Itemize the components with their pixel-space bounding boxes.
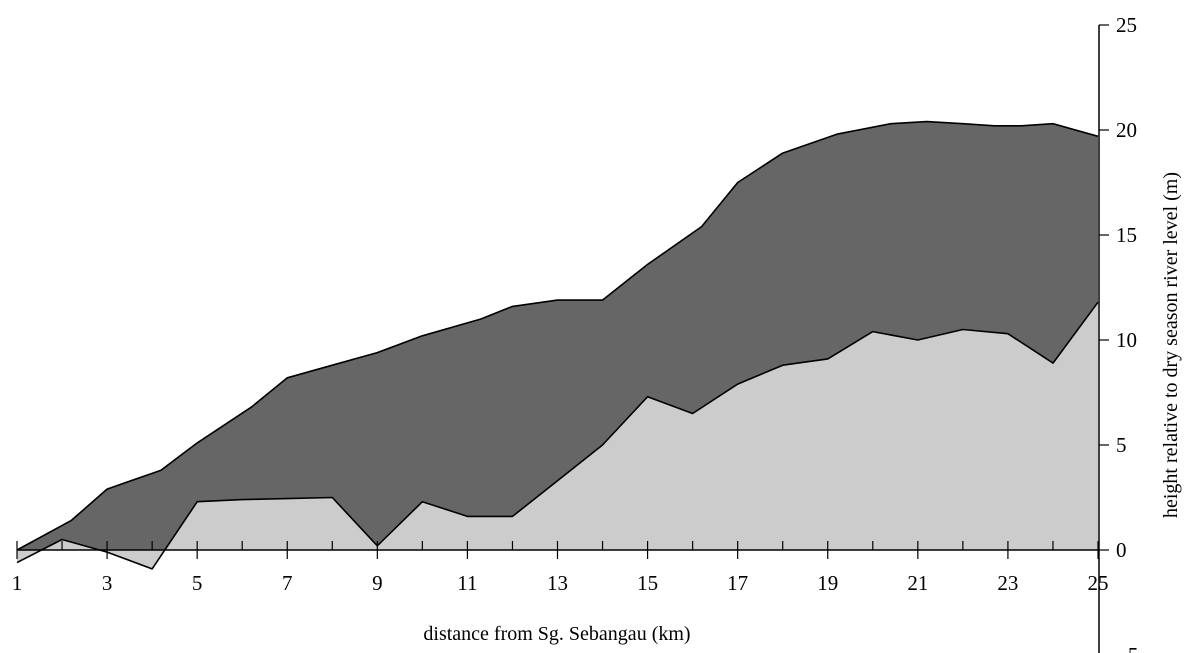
series-2-line xyxy=(16,301,1099,570)
series-1-line xyxy=(16,120,1099,551)
y-axis: 25 20 15 10 5 0 −5 xyxy=(1098,13,1138,653)
x-tick-label: 7 xyxy=(282,571,293,595)
x-tick-label: 25 xyxy=(1088,571,1109,595)
y-tick-label: 10 xyxy=(1116,328,1137,352)
y-tick-label: 20 xyxy=(1116,118,1137,142)
y-tick-label: 15 xyxy=(1116,223,1137,247)
y-tick-label: −5 xyxy=(1116,643,1138,653)
x-tick-label: 17 xyxy=(727,571,748,595)
x-axis: 1 3 5 7 9 11 13 15 17 19 21 23 25 xyxy=(12,541,1109,595)
y-tick-label: 5 xyxy=(1116,433,1127,457)
x-tick-label: 1 xyxy=(12,571,23,595)
y-tick-label: 25 xyxy=(1116,13,1137,37)
x-tick-label: 3 xyxy=(102,571,113,595)
series-areas xyxy=(16,120,1099,570)
y-axis-label: height relative to dry season river leve… xyxy=(1160,172,1182,518)
x-tick-label: 5 xyxy=(192,571,203,595)
x-tick-label: 9 xyxy=(372,571,383,595)
x-tick-label: 21 xyxy=(907,571,928,595)
x-tick-label: 15 xyxy=(637,571,658,595)
x-tick-label: 11 xyxy=(457,571,477,595)
x-tick-label: 13 xyxy=(547,571,568,595)
x-tick-label: 19 xyxy=(817,571,838,595)
series-2-area xyxy=(17,302,1098,569)
x-tick-label: 23 xyxy=(997,571,1018,595)
y-tick-label: 0 xyxy=(1116,538,1127,562)
x-axis-label: distance from Sg. Sebangau (km) xyxy=(423,623,690,645)
